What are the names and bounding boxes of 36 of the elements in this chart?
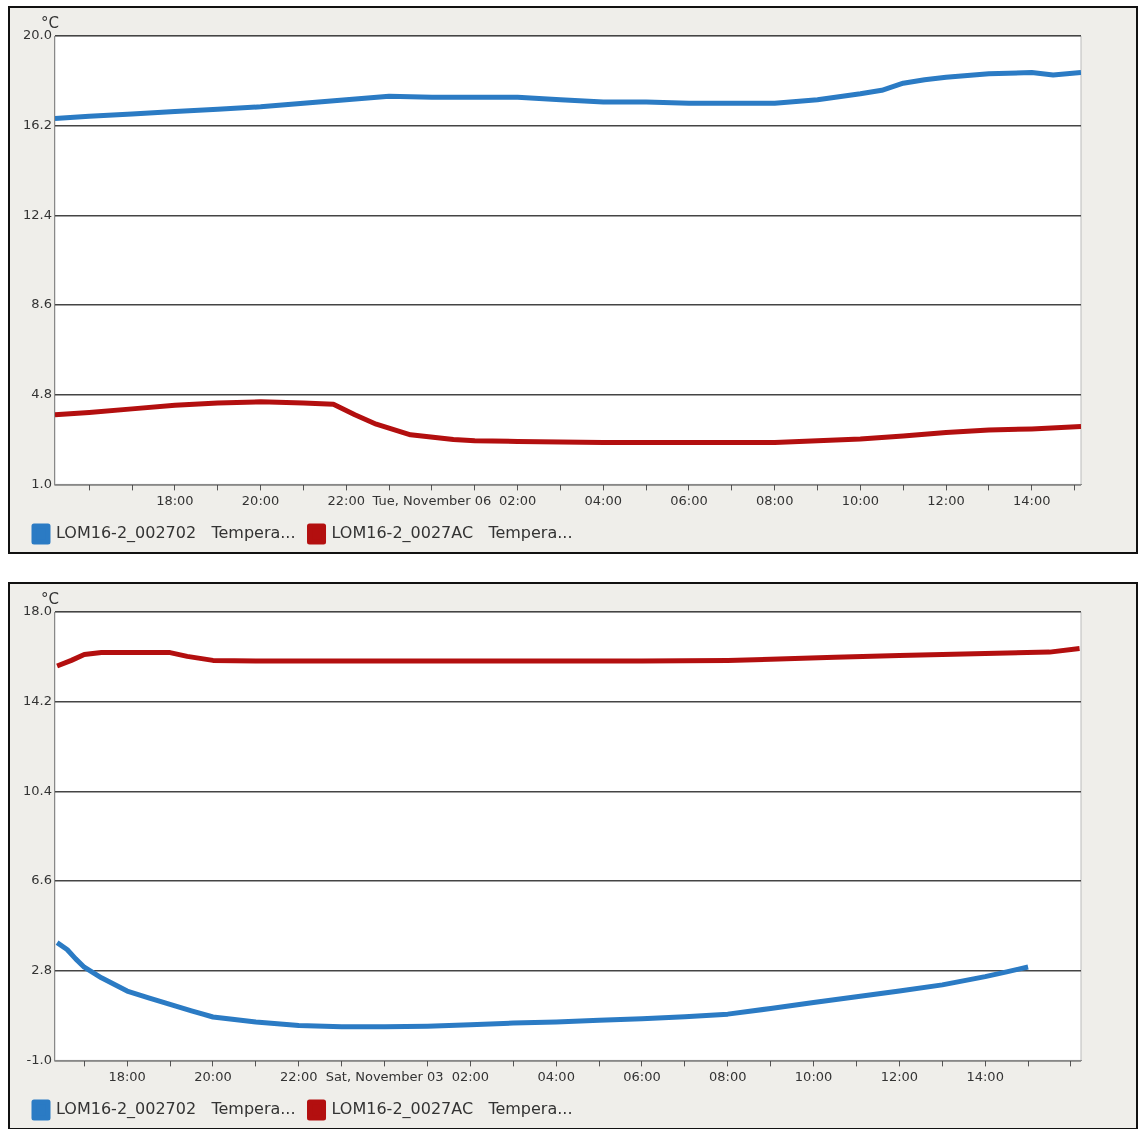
x-tick-label: 08:00 bbox=[755, 492, 794, 508]
x-tick-label: 18:00 bbox=[156, 492, 194, 508]
x-tick-label: 06:00 bbox=[670, 492, 708, 508]
x-tick-label: 20:00 bbox=[241, 492, 280, 508]
y-tick-label: 6.6 bbox=[31, 872, 52, 888]
x-tick-label: 04:00 bbox=[537, 1068, 575, 1084]
y-tick-label: 12.4 bbox=[22, 206, 52, 222]
legend-label: LOM16-2_002702 Tempera... bbox=[56, 523, 296, 544]
legend-label: LOM16-2_0027AC Tempera... bbox=[331, 523, 573, 544]
x-tick-label: 08:00 bbox=[709, 1068, 747, 1084]
x-tick-label: 22:00 bbox=[327, 492, 365, 508]
x-tick-label: 10:00 bbox=[841, 492, 880, 508]
x-tick-label: 22:00 bbox=[280, 1068, 318, 1084]
y-tick-label: 1.0 bbox=[31, 475, 52, 491]
y-tick-label: 10.4 bbox=[22, 782, 52, 798]
x-tick-label: 04:00 bbox=[584, 492, 623, 508]
y-tick-label: 16.2 bbox=[22, 117, 52, 133]
y-tick-label: 2.8 bbox=[31, 962, 52, 978]
x-tick-label: 02:00 bbox=[451, 1068, 490, 1084]
y-tick-label: 8.6 bbox=[31, 296, 52, 312]
x-tick-label: 12:00 bbox=[880, 1068, 919, 1084]
y-tick-label: -1.0 bbox=[26, 1051, 52, 1067]
x-tick-label: 18:00 bbox=[108, 1068, 146, 1084]
x-tick-label: 20:00 bbox=[194, 1068, 232, 1084]
x-tick-label: 10:00 bbox=[794, 1068, 833, 1084]
y-tick-label: 4.8 bbox=[31, 386, 52, 402]
x-tick-label: Sat, November 03 bbox=[325, 1068, 444, 1084]
x-tick-label: 06:00 bbox=[623, 1068, 661, 1084]
x-tick-label: 14:00 bbox=[1013, 492, 1051, 508]
x-tick-label: 12:00 bbox=[927, 492, 965, 508]
y-tick-label: 14.2 bbox=[22, 693, 52, 709]
x-tick-label: 14:00 bbox=[966, 1068, 1004, 1084]
legend-label: LOM16-2_0027AC Tempera... bbox=[331, 1099, 573, 1120]
legend-label: LOM16-2_002702 Tempera... bbox=[56, 1099, 296, 1120]
x-tick-label: 02:00 bbox=[498, 492, 537, 508]
x-tick-label: Tue, November 06 bbox=[371, 492, 492, 508]
